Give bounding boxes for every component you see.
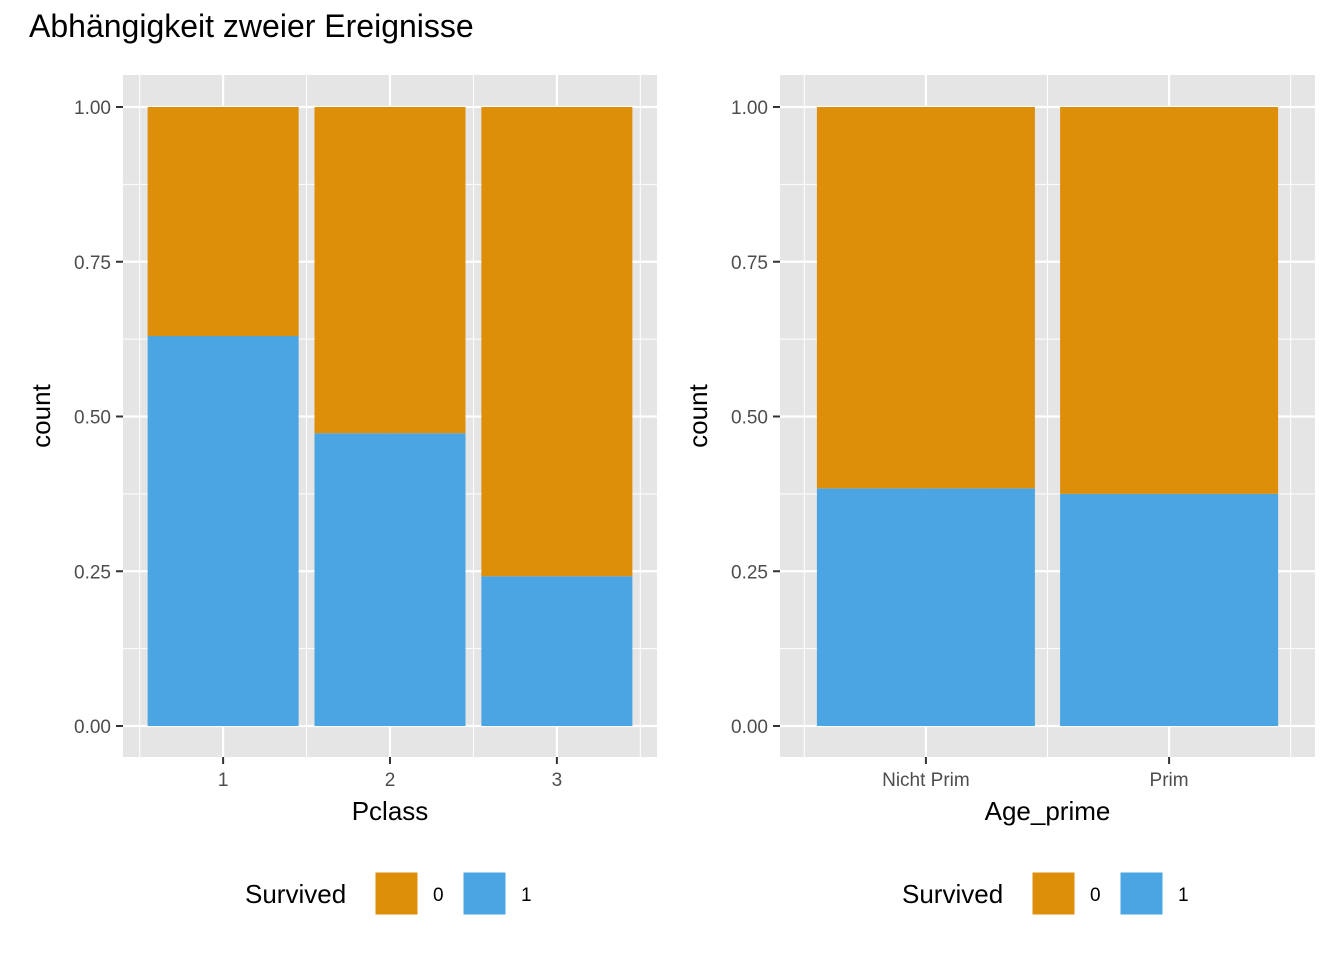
page-title: Abhängigkeit zweier Ereignisse [29,8,474,44]
y-tick-label: 1.00 [74,98,111,119]
legend-key-0 [1031,871,1076,916]
y-tick-label: 0.00 [74,717,111,738]
y-tick-label: 0.75 [74,253,111,274]
y-tick-label: 0.25 [731,562,768,583]
legend-label-1: 1 [1178,885,1189,906]
bar-survived-0-1 [147,107,299,337]
x-tick-label: Nicht Prim [882,770,970,791]
bar-survived-0-prim [1060,107,1279,494]
y-tick-label: 0.00 [731,717,768,738]
y-tick-label: 1.00 [731,98,768,119]
bar-survived-1-nicht-prim [816,488,1035,726]
y-tick-label: 0.25 [74,562,111,583]
bar-survived-1-1 [147,336,299,726]
legend-label-1: 1 [521,885,532,906]
bar-survived-0-2 [314,107,466,434]
y-tick-label: 0.50 [731,408,768,429]
legend-title: Survived [245,879,346,909]
legend-label-0: 0 [1090,885,1101,906]
x-tick-label: 3 [552,770,563,791]
y-tick-label: 0.50 [74,408,111,429]
legend-key-0 [374,871,419,916]
bar-survived-1-prim [1060,493,1279,726]
x-tick-label: Prim [1150,770,1189,791]
legend-title: Survived [902,879,1003,909]
x-tick-label: 2 [385,770,396,791]
legend-label-0: 0 [433,885,444,906]
x-tick-label: 1 [218,770,229,791]
y-tick-label: 0.75 [731,253,768,274]
x-axis-title: Pclass [352,796,429,826]
bar-survived-1-3 [481,576,633,726]
bar-survived-0-3 [481,107,633,577]
legend-key-1 [1119,871,1164,916]
y-axis-title: count [26,383,56,447]
bar-survived-0-nicht-prim [816,107,1035,489]
legend-key-1 [462,871,507,916]
y-axis-title: count [683,383,713,447]
bar-survived-1-2 [314,433,466,726]
x-axis-title: Age_prime [985,796,1111,826]
